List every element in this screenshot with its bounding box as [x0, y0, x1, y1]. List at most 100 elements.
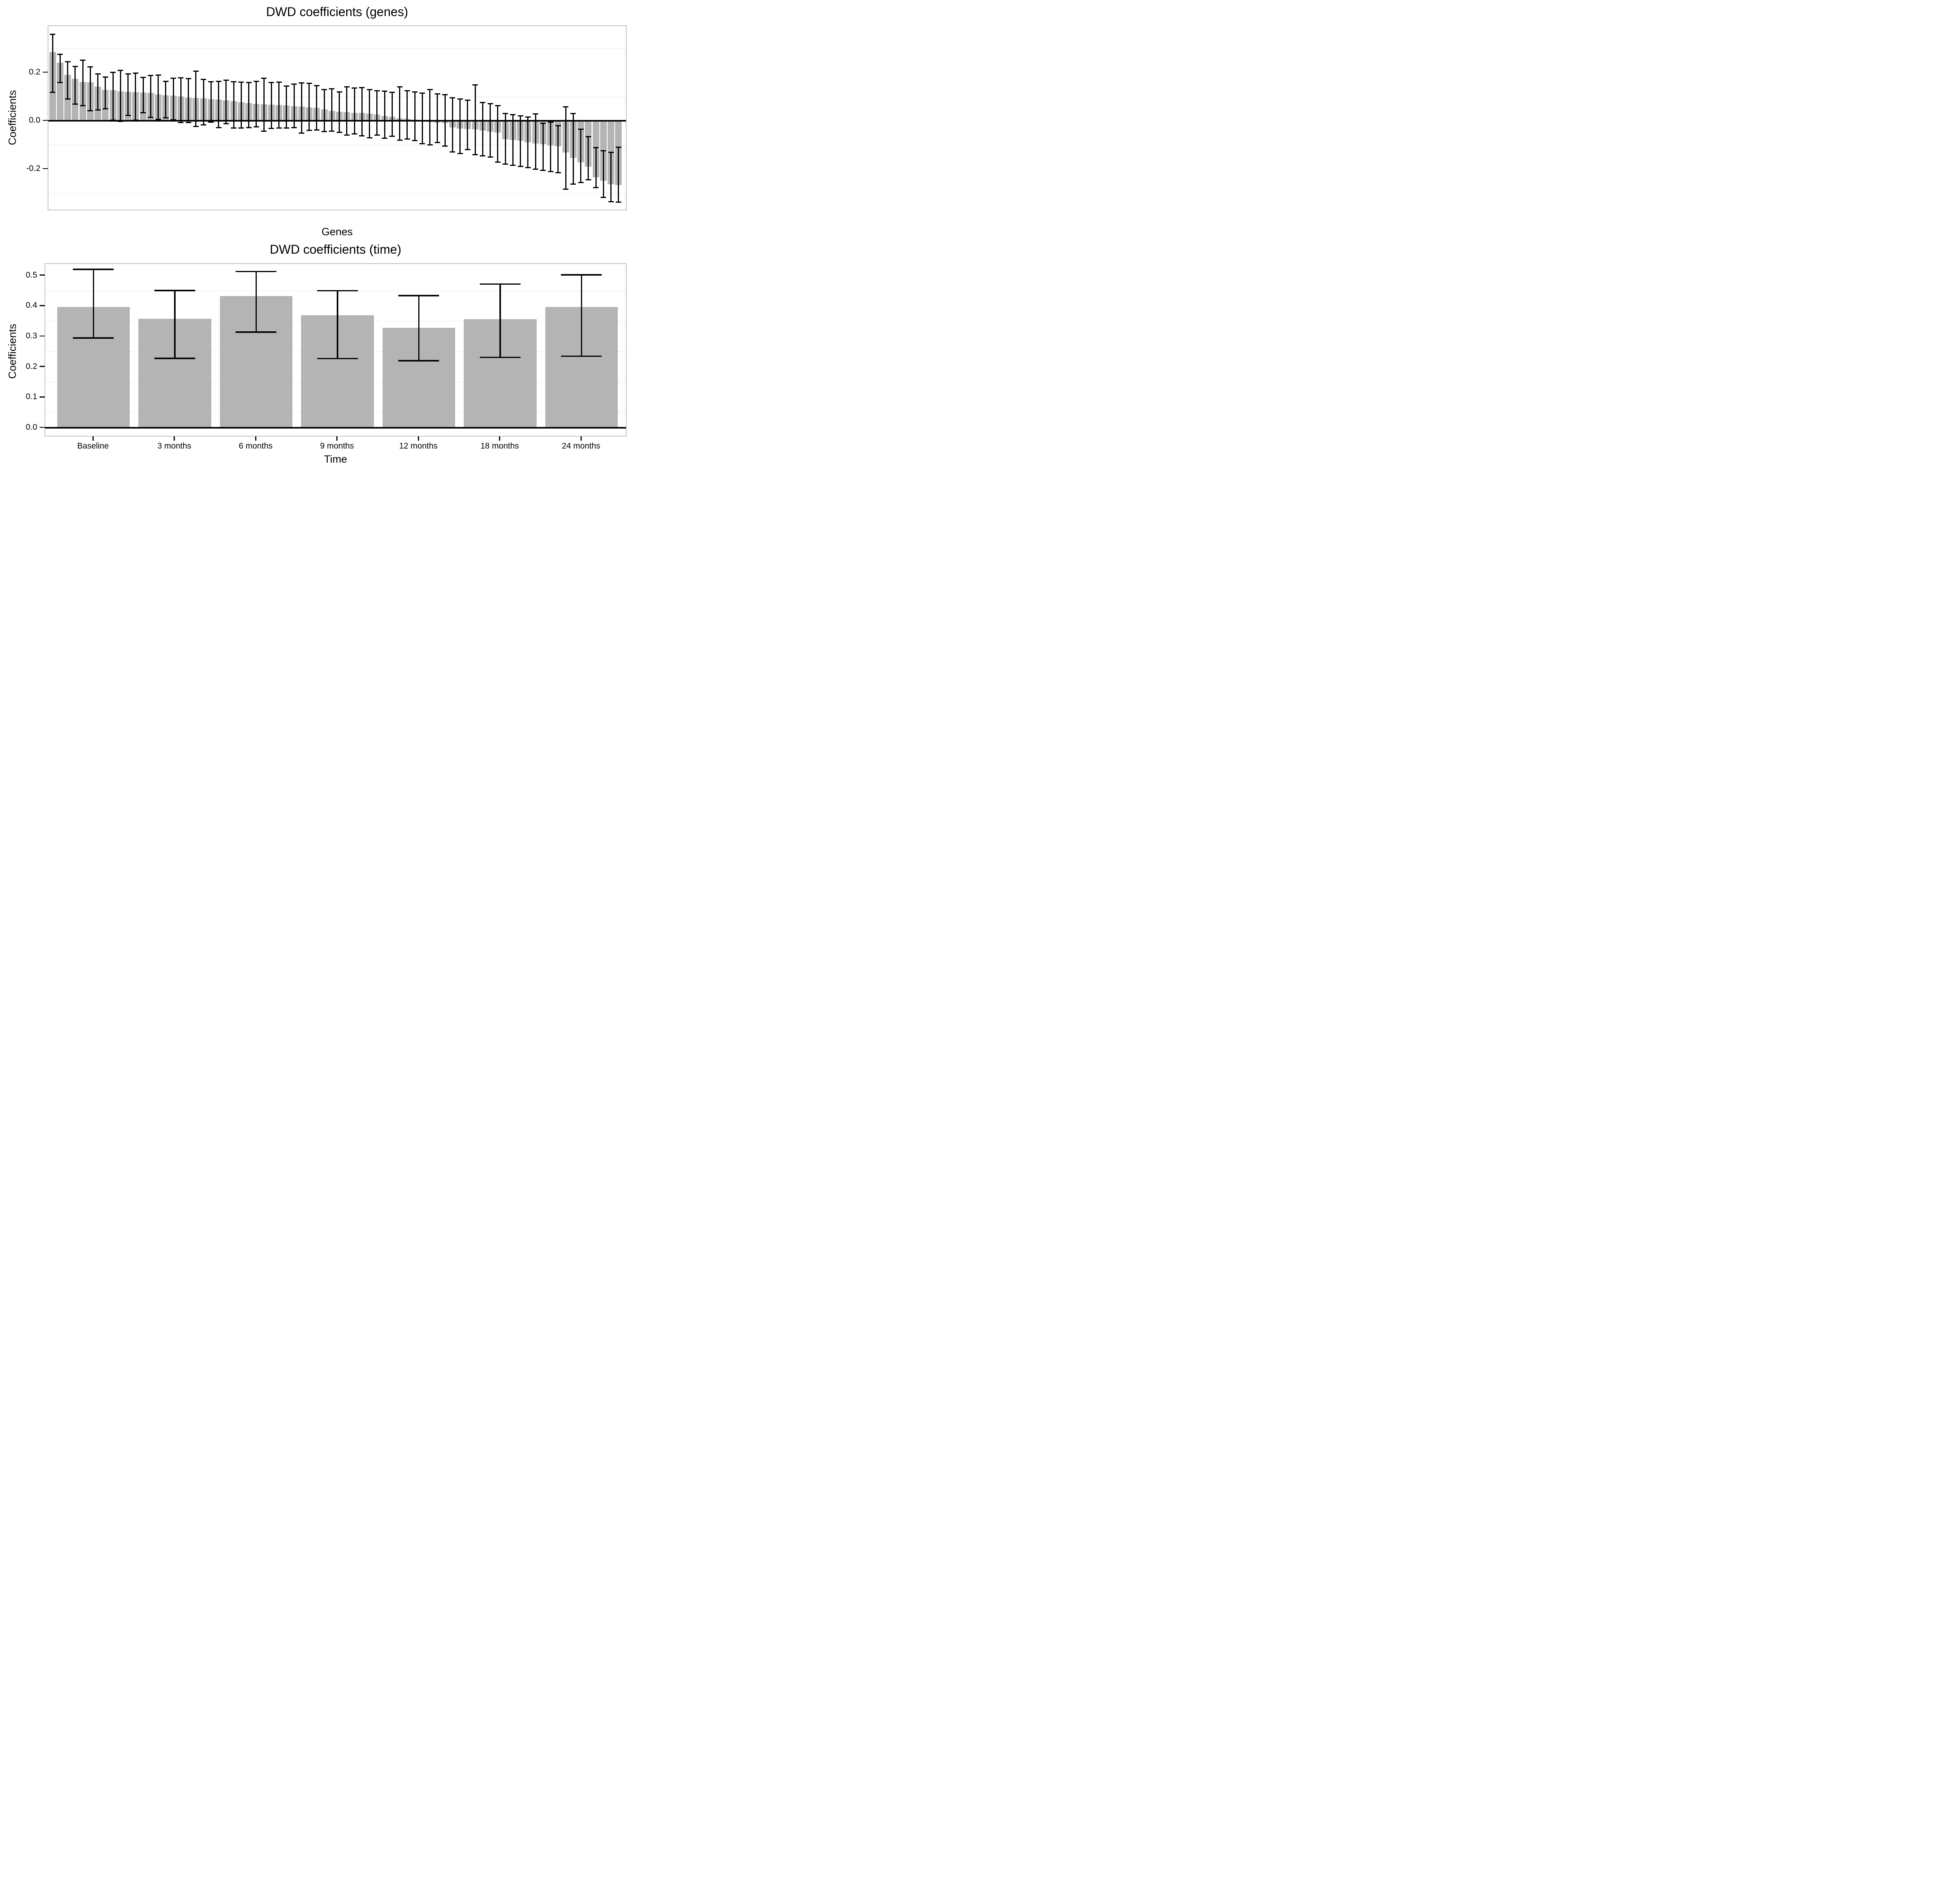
- error-bar-stem: [248, 82, 249, 128]
- x-tick-label: 9 months: [320, 441, 354, 451]
- error-bar-cap-top: [291, 84, 297, 85]
- y-tick-label: 0.0: [29, 116, 40, 125]
- error-bar-stem: [188, 78, 189, 123]
- error-bar-cap-top: [503, 113, 508, 114]
- error-bar-stem: [256, 81, 257, 127]
- error-bar-cap-top: [283, 85, 289, 87]
- error-bar-cap-bottom: [344, 134, 350, 136]
- error-bar-stem: [550, 122, 551, 172]
- error-bar-cap-bottom: [95, 109, 101, 111]
- error-bar-cap-top: [50, 33, 55, 35]
- error-bar-cap-bottom: [404, 138, 410, 140]
- error-bar-cap-bottom: [261, 130, 267, 132]
- error-bar-cap-bottom: [193, 125, 199, 127]
- error-bar-cap-top: [608, 152, 614, 153]
- error-bar-cap-bottom: [427, 144, 433, 145]
- error-bar-cap-bottom: [503, 163, 508, 165]
- error-bar-cap-bottom: [57, 82, 63, 84]
- error-bar-stem: [418, 295, 419, 361]
- error-bar-cap-top: [155, 74, 161, 76]
- error-bar-stem: [407, 91, 408, 139]
- error-bar-cap-bottom: [329, 130, 335, 132]
- error-bar-cap-bottom: [374, 134, 380, 136]
- error-bar-cap-top: [246, 82, 252, 84]
- error-bar-cap-bottom: [563, 188, 568, 190]
- y-tick-mark: [40, 335, 45, 337]
- error-bar-cap-top: [261, 77, 267, 79]
- error-bar-cap-bottom: [548, 171, 554, 172]
- error-bar-cap-bottom: [125, 114, 131, 116]
- error-bar-cap-bottom: [185, 122, 191, 124]
- error-bar-cap-top: [336, 91, 342, 93]
- error-bar-stem: [225, 80, 227, 124]
- minor-gridline: [48, 193, 626, 194]
- error-bar-stem: [233, 82, 234, 128]
- error-bar-cap-top: [540, 122, 546, 124]
- error-bar-stem: [588, 136, 589, 180]
- error-bar-cap-bottom: [236, 331, 277, 333]
- error-bar-cap-bottom: [525, 167, 531, 169]
- error-bar-stem: [557, 125, 559, 173]
- error-bar-cap-top: [80, 60, 85, 61]
- error-bar-cap-top: [480, 102, 486, 104]
- error-bar-cap-bottom: [223, 123, 229, 125]
- error-bar-cap-bottom: [314, 129, 319, 131]
- error-bar-cap-bottom: [359, 135, 365, 136]
- error-bar-cap-top: [548, 121, 554, 123]
- error-bar-cap-bottom: [299, 133, 305, 134]
- x-tick-label: 24 months: [562, 441, 601, 451]
- error-bar-stem: [105, 77, 106, 109]
- error-bar-cap-bottom: [317, 358, 358, 360]
- error-bar-cap-bottom: [480, 155, 486, 156]
- error-bar-cap-top: [601, 150, 606, 152]
- y-tick-label: 0.4: [25, 301, 37, 310]
- error-bar-cap-bottom: [283, 127, 289, 129]
- error-bar-cap-top: [510, 114, 516, 116]
- error-bar-cap-bottom: [80, 105, 85, 107]
- error-bar-cap-bottom: [487, 156, 493, 158]
- error-bar-cap-top: [193, 71, 199, 72]
- x-tick-mark: [174, 436, 175, 441]
- error-bar-cap-bottom: [457, 153, 463, 154]
- error-bar-cap-bottom: [540, 169, 546, 171]
- error-bar-cap-bottom: [87, 110, 93, 111]
- error-bar-cap-top: [397, 86, 403, 88]
- error-bar-cap-bottom: [132, 120, 138, 121]
- error-bar-stem: [610, 152, 612, 202]
- error-bar-cap-bottom: [570, 183, 576, 185]
- error-bar-cap-bottom: [50, 91, 55, 93]
- error-bar-cap-top: [465, 100, 470, 101]
- y-tick-mark: [40, 305, 45, 306]
- minor-gridline: [48, 48, 626, 49]
- error-bar-cap-top: [236, 271, 277, 272]
- error-bar-cap-top: [72, 66, 78, 67]
- error-bar-cap-bottom: [442, 145, 448, 147]
- error-bar-cap-top: [450, 97, 456, 99]
- error-bar-cap-top: [367, 89, 372, 90]
- x-tick-mark: [580, 436, 582, 441]
- error-bar-stem: [263, 78, 265, 131]
- zero-baseline: [48, 120, 626, 122]
- error-bar-stem: [240, 82, 242, 128]
- error-bar-cap-bottom: [585, 179, 591, 181]
- error-bar-stem: [565, 107, 566, 189]
- error-bar-cap-bottom: [276, 127, 282, 129]
- error-bar-stem: [467, 100, 468, 150]
- error-bar-stem: [346, 87, 348, 135]
- error-bar-stem: [603, 151, 604, 198]
- error-bar-stem: [52, 34, 53, 93]
- error-bar-cap-top: [593, 147, 599, 149]
- error-bar-cap-top: [269, 82, 274, 84]
- y-tick-label: 0.2: [25, 362, 37, 371]
- error-bar-cap-top: [585, 136, 591, 138]
- error-bar-stem: [286, 86, 287, 128]
- error-bar-cap-bottom: [382, 137, 387, 139]
- error-bar-cap-bottom: [171, 119, 176, 121]
- chart1-title: DWD coefficients (genes): [266, 5, 408, 19]
- error-bar-cap-top: [171, 78, 176, 79]
- error-bar-cap-top: [57, 53, 63, 55]
- error-bar-stem: [474, 85, 476, 155]
- error-bar-stem: [195, 71, 197, 127]
- error-bar-cap-top: [427, 89, 433, 90]
- error-bar-stem: [67, 62, 68, 99]
